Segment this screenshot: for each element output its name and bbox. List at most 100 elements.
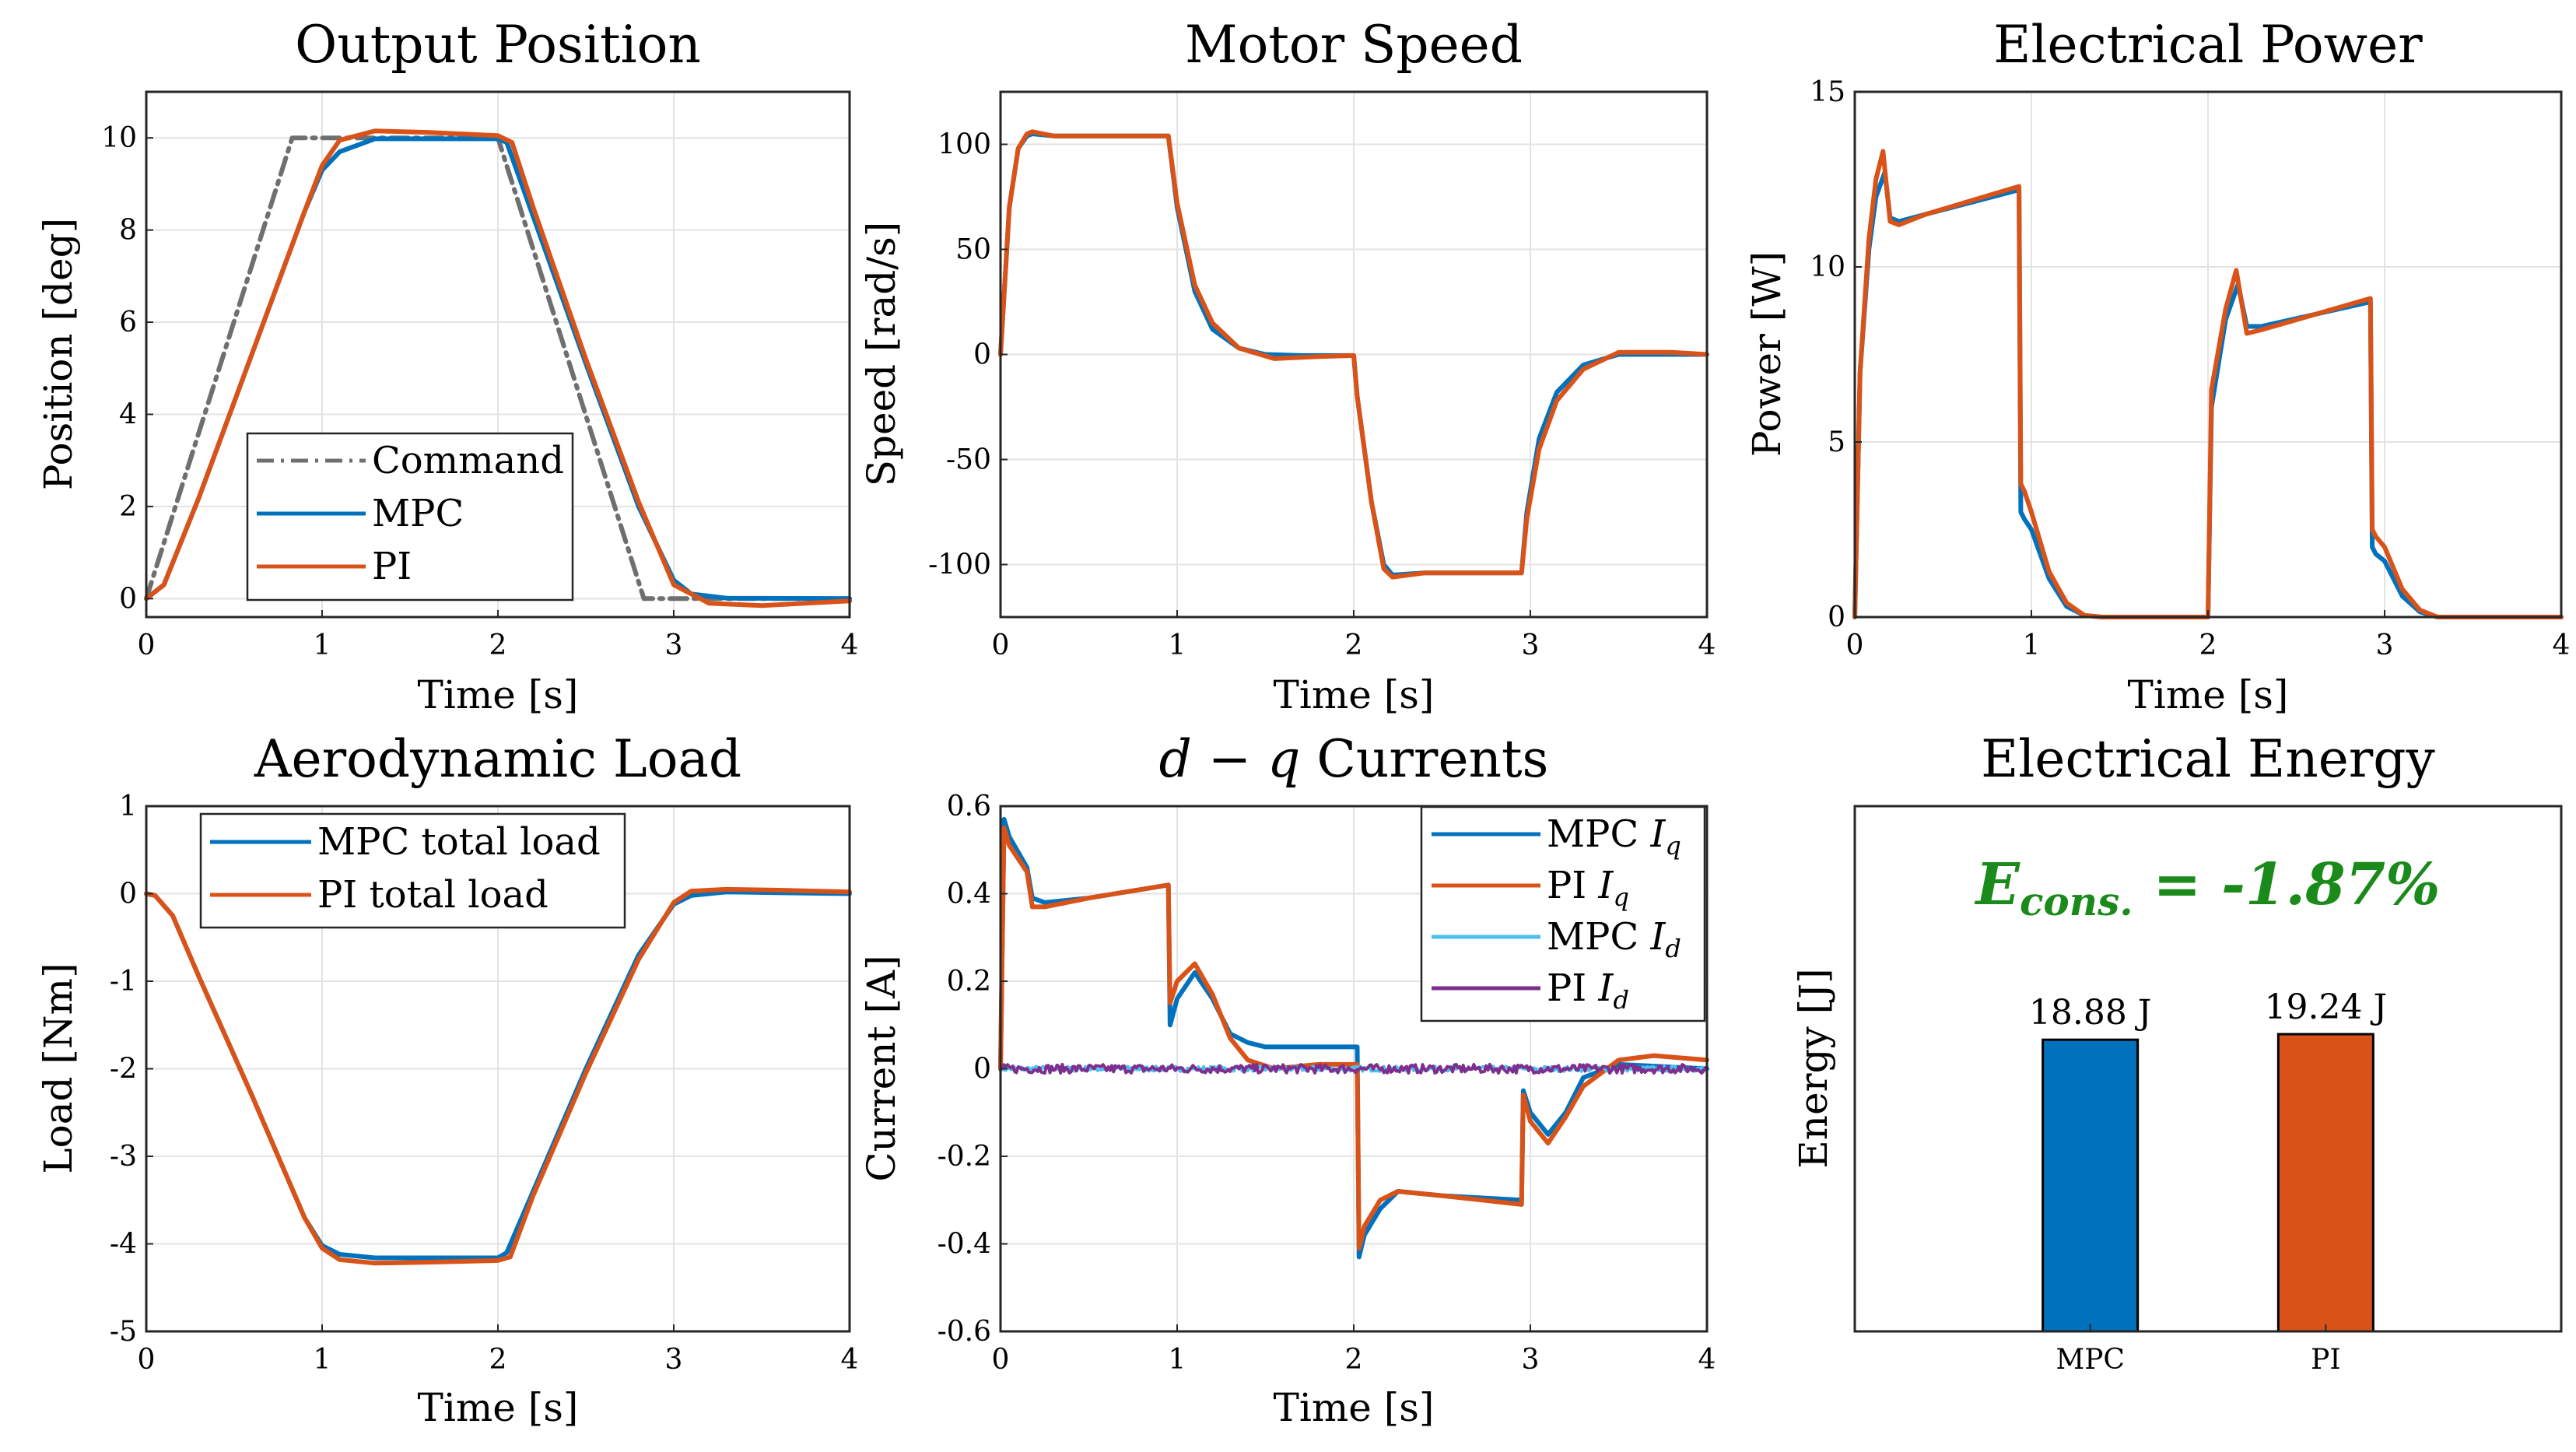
x-tick-label: 1 <box>1169 630 1186 661</box>
y-tick-label: 0 <box>973 1054 991 1085</box>
x-tick-label: 2 <box>489 1344 507 1376</box>
y-tick-label: 2 <box>119 491 137 523</box>
legend: MPC Iq PI Iq MPC Id PI Id <box>1420 805 1706 1022</box>
panel-aerodynamic-load: Aerodynamic Load 0 1 2 3 4 -5 -4 -3 -2 -1 0 1 Time … <box>36 729 858 1430</box>
tick-labels: 0 1 2 3 4 -5 -4 -3 -2 -1 0 1 <box>110 791 859 1376</box>
y-tick-label: 100 <box>938 129 991 161</box>
x-tick-label: 4 <box>841 1344 859 1376</box>
legend-label-mpc-iq: MPC Iq <box>1547 812 1681 861</box>
anno-symbol: E <box>1975 851 2021 918</box>
x-tick-label: 4 <box>1698 630 1716 661</box>
y-tick-label: 0 <box>119 879 137 910</box>
series-line-pi <box>998 129 1709 580</box>
tick-labels: 0 1 2 3 4 0 2 4 6 8 10 <box>101 122 858 661</box>
y-tick-label: 0.4 <box>947 879 991 910</box>
legend-label-pi: PI <box>372 545 412 588</box>
plot-frame <box>999 90 1709 619</box>
series-line-pi-i-q <box>998 826 1709 1251</box>
y-tick-label: -50 <box>946 444 991 476</box>
panel-title: d − q Currents <box>1159 729 1549 789</box>
x-tick-label: 1 <box>314 1344 331 1376</box>
legend-box <box>1420 805 1706 1022</box>
plot-frame <box>145 90 851 619</box>
anno-text: = -1.87% <box>2133 851 2441 918</box>
series-line-pi-i-d <box>999 1062 1709 1075</box>
x-tick-label: 2 <box>1345 1344 1363 1376</box>
x-tick-label: 3 <box>665 1344 683 1376</box>
title-plain-part: Currents <box>1300 729 1548 789</box>
legend-label-mpc: MPC total load <box>317 820 601 864</box>
x-tick-label: 0 <box>1846 630 1864 661</box>
y-tick-label: 0 <box>973 339 991 371</box>
series-line-pi-total-load <box>144 886 852 1266</box>
x-tick-label: 3 <box>665 630 683 661</box>
plot-frame <box>1853 90 2563 619</box>
x-tick-label: 1 <box>1169 1344 1186 1376</box>
x-tick-label: 1 <box>2023 630 2041 661</box>
x-tick-label: 2 <box>2199 630 2217 661</box>
plot-frame <box>145 805 851 1333</box>
energy-difference-annotation: Econs. = -1.87% <box>1975 851 2441 924</box>
plot-frame <box>999 805 1709 1333</box>
x-tick-label: 3 <box>1522 630 1540 661</box>
bar-value-label: 18.88 J <box>2029 993 2152 1033</box>
y-axis-label: Current [A] <box>859 955 904 1181</box>
y-axis-label: Power [W] <box>1744 251 1789 457</box>
y-tick-label: -0.6 <box>938 1316 991 1348</box>
tick-labels: 0 1 2 3 4 -0.6 -0.4 -0.2 0 0.2 0.4 0.6 <box>938 791 1716 1376</box>
panel-dq-currents: d − q Currents 0 1 2 3 4-0.6-0.4-0.200.20.40… <box>859 729 1716 1430</box>
y-tick-label: 10 <box>101 122 137 154</box>
y-tick-label: -2 <box>110 1054 137 1085</box>
x-tick-label: 4 <box>841 630 859 661</box>
anno-subscript: cons. <box>2020 879 2133 924</box>
title-italic-part: d − q <box>1159 729 1301 789</box>
series-line-mpc-i-q <box>998 816 1709 1260</box>
x-tick-label: 4 <box>1698 1344 1716 1376</box>
series-layer <box>998 129 1709 580</box>
x-axis-label: Time [s] <box>1274 1385 1435 1430</box>
y-tick-label: -4 <box>110 1229 137 1261</box>
panel-title: Output Position <box>295 15 701 75</box>
bar-value-label: 19.24 J <box>2265 987 2388 1027</box>
panel-title: Electrical Energy <box>1981 729 2435 789</box>
x-tick-label: 4 <box>2553 630 2571 661</box>
bar-layer: 18.88 J MPC 19.24 J PI <box>2029 987 2387 1376</box>
series-layer <box>144 886 852 1266</box>
y-tick-label: -100 <box>928 549 991 581</box>
legend-label-mpc: MPC <box>372 492 464 535</box>
x-axis-label: Time [s] <box>2128 672 2289 717</box>
x-axis-label: Time [s] <box>418 1385 579 1430</box>
plot-frame <box>1853 805 2563 1333</box>
x-tick-label: 0 <box>992 1344 1010 1376</box>
panel-output-position: Output Position 0 1 2 3 4 0 2 4 6 8 10 Time [s] Po… <box>36 15 858 717</box>
x-tick-label: 0 <box>138 1344 156 1376</box>
panel-electrical-energy: Electrical Energy 18.88 J MPC 19.24 J PI En… <box>1791 729 2563 1376</box>
legend-label-pi-iq: PI Iq <box>1547 864 1629 912</box>
legend-label-mpc-id: MPC Id <box>1547 915 1681 963</box>
x-tick-label: 0 <box>138 630 156 661</box>
y-tick-label: 15 <box>1810 76 1845 108</box>
legend: Command MPC PI <box>246 432 574 601</box>
x-tick-label: 2 <box>489 630 507 661</box>
y-tick-label: 0.2 <box>947 966 991 998</box>
y-axis-label: Energy [J] <box>1791 968 1836 1168</box>
y-tick-label: 5 <box>1828 426 1845 458</box>
y-tick-label: -1 <box>110 966 137 998</box>
y-tick-label: 8 <box>119 215 137 247</box>
y-tick-label: 4 <box>119 398 137 430</box>
legend-label-command: Command <box>372 439 564 482</box>
x-axis-label: Time [s] <box>418 672 579 717</box>
panel-title: Motor Speed <box>1185 15 1523 75</box>
x-tick-label: 3 <box>2376 630 2394 661</box>
y-axis-label: Position [deg] <box>36 218 81 490</box>
bar-pi <box>2276 1033 2374 1333</box>
x-tick-label: 3 <box>1522 1344 1540 1376</box>
y-tick-label: 1 <box>119 791 137 822</box>
y-tick-label: -0.4 <box>938 1229 991 1261</box>
legend-box <box>199 812 626 929</box>
y-tick-label: -3 <box>110 1141 137 1173</box>
x-tick-label: 1 <box>314 630 331 661</box>
y-tick-label: 0 <box>119 583 137 615</box>
tick-labels: 0 1 2 3 4 -100 -50 0 50 100 <box>928 129 1716 662</box>
